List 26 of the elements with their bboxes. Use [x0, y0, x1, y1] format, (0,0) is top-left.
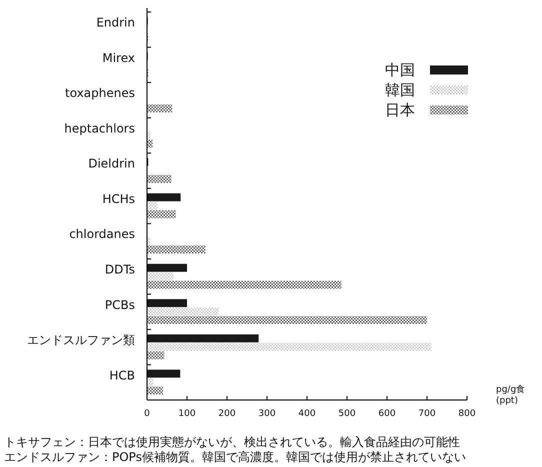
x-tick-label: 400: [298, 409, 316, 419]
x-tick-label: 800: [458, 409, 476, 419]
x-tick-label: 200: [218, 409, 236, 419]
y-tick-label: Dieldrin: [88, 156, 135, 171]
legend-label: 中国: [385, 61, 415, 79]
y-tick-label: chlordanes: [69, 227, 135, 242]
y-tick-label: DDTs: [104, 262, 135, 276]
x-tick-label: 0: [144, 409, 150, 419]
x-axis-title: pg/g食 (ppt): [496, 384, 526, 406]
y-tick-label: heptachlors: [64, 121, 135, 136]
y-tick-label: toxaphenes: [65, 86, 135, 100]
text: エンドスルファン：POPs候補物質。韓国で高濃度。韓国では使用が禁止されていない: [4, 450, 466, 464]
x-tick-label: 300: [258, 409, 276, 419]
x-tick-label: 100: [178, 409, 196, 419]
y-tick-label: PCBs: [104, 298, 135, 312]
text: トキサフェン：日本では使用実態がないが、検出されている。輸入食品経由の可能性: [4, 435, 460, 449]
legend-label: 日本: [385, 101, 415, 119]
y-tick-label: Endrin: [96, 16, 135, 30]
y-tick-label: エンドスルファン類: [27, 333, 135, 348]
y-tick-label: HCB: [109, 368, 135, 382]
x-tick-label: 700: [418, 409, 436, 419]
x-tick-label: 500: [338, 409, 356, 419]
x-tick-label: 600: [378, 409, 396, 419]
y-tick-label: HCHs: [102, 192, 135, 206]
y-tick-label: Mirex: [102, 50, 135, 65]
legend-label: 韓国: [385, 81, 415, 99]
